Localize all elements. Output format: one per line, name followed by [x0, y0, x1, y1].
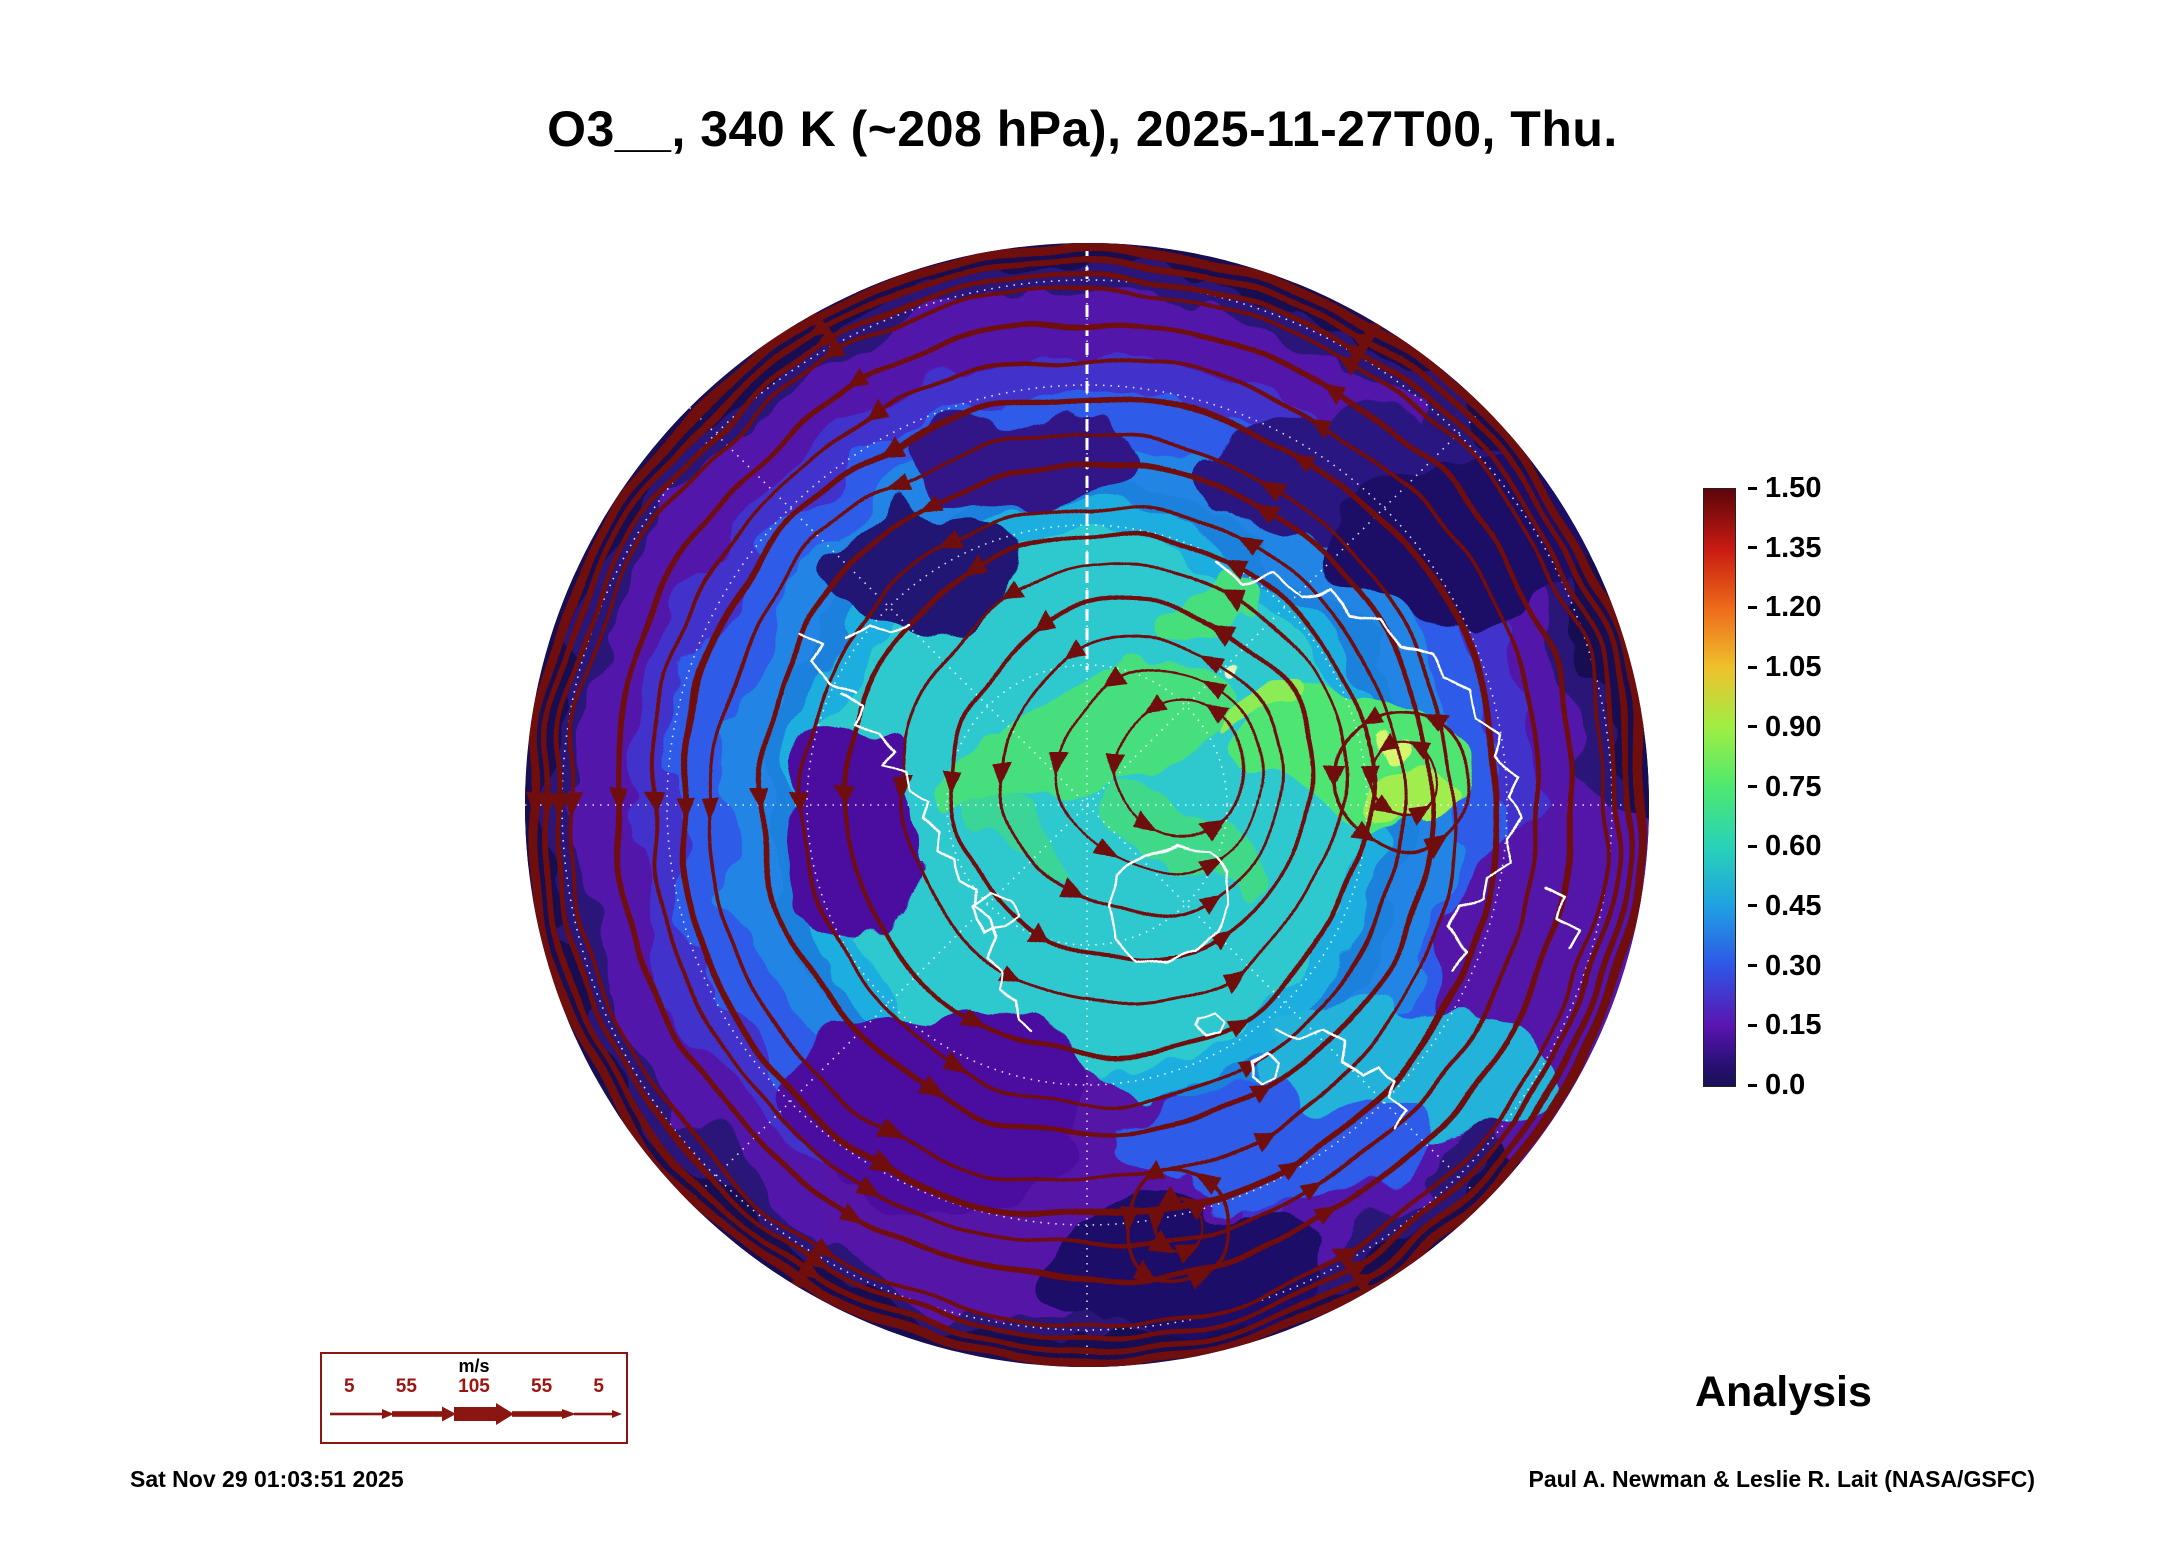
colorbar-tick: 0.0 — [1748, 1070, 1805, 1100]
credit-line: Paul A. Newman & Leslie R. Lait (NASA/GS… — [1528, 1466, 2035, 1492]
coastline-path — [1542, 886, 1582, 950]
colorbar-tick-mark — [1748, 486, 1757, 490]
wind-units-label: m/s — [458, 1356, 490, 1376]
colorbar-tick-mark — [1748, 665, 1757, 669]
coastline-path — [1214, 560, 1524, 972]
streamline — [892, 563, 1344, 1007]
streamline — [1320, 702, 1476, 858]
colorbar-tick: 0.60 — [1748, 831, 1821, 861]
colorbar-tick: 1.35 — [1748, 533, 1821, 563]
colorbar-tick-label: 1.20 — [1765, 591, 1822, 624]
colorbar-tick-label: 0.0 — [1765, 1069, 1806, 1101]
coastline-path — [842, 620, 912, 640]
coastline-path — [800, 630, 856, 694]
wind-speed-value: 5 — [344, 1376, 355, 1397]
colorbar-tick: 0.90 — [1748, 712, 1821, 742]
colorbar-tick-label: 0.60 — [1765, 830, 1822, 863]
colorbar-gradient — [1703, 488, 1736, 1087]
streamline — [604, 319, 1573, 1281]
colorbar-tick: 1.20 — [1748, 592, 1821, 622]
wind-streamlines — [525, 244, 1648, 1366]
streamline — [640, 356, 1540, 1248]
colorbar-tick-label: 1.05 — [1765, 651, 1822, 684]
wind-speed-value: 55 — [395, 1376, 417, 1397]
streamline — [751, 461, 1436, 1139]
streamline — [559, 285, 1607, 1325]
colorbar-tick: 1.50 — [1748, 473, 1821, 503]
streamline — [942, 598, 1314, 962]
coastline-path — [1194, 1008, 1228, 1038]
streamline — [670, 394, 1503, 1222]
polar-map-svg — [525, 243, 1649, 1367]
colorbar-tick: 0.30 — [1748, 951, 1821, 981]
generation-timestamp: Sat Nov 29 01:03:51 2025 — [130, 1466, 404, 1492]
streamline — [1108, 694, 1248, 836]
coastline-path — [1248, 1052, 1278, 1086]
polar-map — [522, 240, 1652, 1370]
colorbar-labels: 1.50 1.35 1.20 1.05 0.90 0.75 0.60 0.45 … — [1748, 473, 1868, 1100]
streamline — [1354, 732, 1442, 828]
streamline — [1052, 668, 1264, 872]
wind-speed-values: 5 55 105 55 5 — [322, 1376, 626, 1398]
colorbar-tick-label: 0.30 — [1765, 949, 1822, 982]
colorbar-tick-mark — [1748, 725, 1757, 729]
streamline — [1143, 1189, 1206, 1261]
coastlines — [800, 560, 1582, 1130]
colorbar-tick-mark — [1748, 904, 1757, 908]
coastline-path — [1106, 842, 1232, 966]
wind-arrow-scale-icon — [330, 1403, 622, 1425]
colorbar-tick-label: 0.90 — [1765, 710, 1822, 743]
coastline-path — [968, 892, 1018, 936]
colorbar-tick: 0.75 — [1748, 772, 1821, 802]
coastline-path — [838, 690, 1034, 1034]
colorbar-tick-mark — [1748, 1023, 1757, 1027]
streamline — [1115, 1164, 1231, 1286]
wind-speed-value: 5 — [593, 1376, 604, 1397]
colorbar-tick: 0.45 — [1748, 891, 1821, 921]
streamline — [792, 503, 1404, 1107]
colorbar-tick-label: 0.45 — [1765, 889, 1822, 922]
coastline-path — [1276, 1026, 1410, 1130]
colorbar-tick-mark — [1748, 785, 1757, 788]
wind-speed-legend: m/s 5 55 105 55 5 — [320, 1352, 628, 1444]
streamline — [835, 530, 1372, 1060]
colorbar-tick-mark — [1748, 605, 1757, 609]
figure-title: O3__, 340 K (~208 hPa), 2025-11-27T00, T… — [547, 101, 1618, 157]
streamline — [698, 434, 1458, 1186]
colorbar-tick-label: 1.35 — [1765, 531, 1822, 564]
colorbar-tick-label: 0.75 — [1765, 770, 1822, 803]
analysis-label: Analysis — [1695, 1368, 1872, 1416]
wind-speed-value: 55 — [531, 1376, 553, 1397]
colorbar-tick-mark — [1748, 844, 1757, 848]
colorbar-tick-mark — [1748, 1083, 1757, 1087]
streamline — [992, 633, 1284, 917]
colorbar-tick-label: 0.15 — [1765, 1009, 1822, 1042]
colorbar-tick: 0.15 — [1748, 1010, 1821, 1040]
colorbar-tick-mark — [1748, 546, 1757, 550]
wind-speed-value: 105 — [458, 1376, 490, 1397]
colorbar-tick-label: 1.50 — [1765, 472, 1822, 504]
colorbar-tick-mark — [1748, 964, 1757, 968]
colorbar-tick: 1.05 — [1748, 652, 1821, 682]
